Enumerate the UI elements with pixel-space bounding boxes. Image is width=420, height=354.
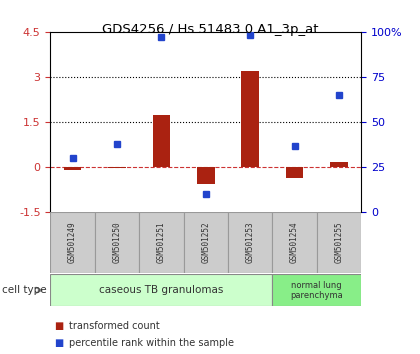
Bar — [286, 167, 304, 178]
Bar — [50, 274, 273, 306]
Bar — [241, 71, 259, 167]
Bar — [64, 167, 81, 170]
Text: ■: ■ — [55, 338, 64, 348]
Bar — [184, 212, 228, 273]
Bar — [273, 212, 317, 273]
Bar — [197, 167, 215, 184]
Bar — [95, 212, 139, 273]
Bar — [152, 115, 170, 167]
Bar — [50, 212, 95, 273]
Text: GSM501249: GSM501249 — [68, 222, 77, 263]
Text: transformed count: transformed count — [69, 321, 160, 331]
Bar — [139, 212, 184, 273]
Text: caseous TB granulomas: caseous TB granulomas — [99, 285, 223, 295]
Text: GSM501250: GSM501250 — [113, 222, 121, 263]
Text: cell type: cell type — [2, 285, 47, 295]
Text: GSM501252: GSM501252 — [201, 222, 210, 263]
Text: GSM501251: GSM501251 — [157, 222, 166, 263]
Text: GDS4256 / Hs.51483.0.A1_3p_at: GDS4256 / Hs.51483.0.A1_3p_at — [102, 23, 318, 36]
Bar — [330, 162, 348, 167]
Bar — [317, 212, 361, 273]
Bar — [228, 212, 273, 273]
Bar — [108, 167, 126, 169]
Bar — [273, 274, 361, 306]
Text: percentile rank within the sample: percentile rank within the sample — [69, 338, 234, 348]
Text: normal lung
parenchyma: normal lung parenchyma — [290, 281, 343, 300]
Text: GSM501255: GSM501255 — [334, 222, 344, 263]
Text: GSM501254: GSM501254 — [290, 222, 299, 263]
Text: GSM501253: GSM501253 — [246, 222, 255, 263]
Text: ■: ■ — [55, 321, 64, 331]
